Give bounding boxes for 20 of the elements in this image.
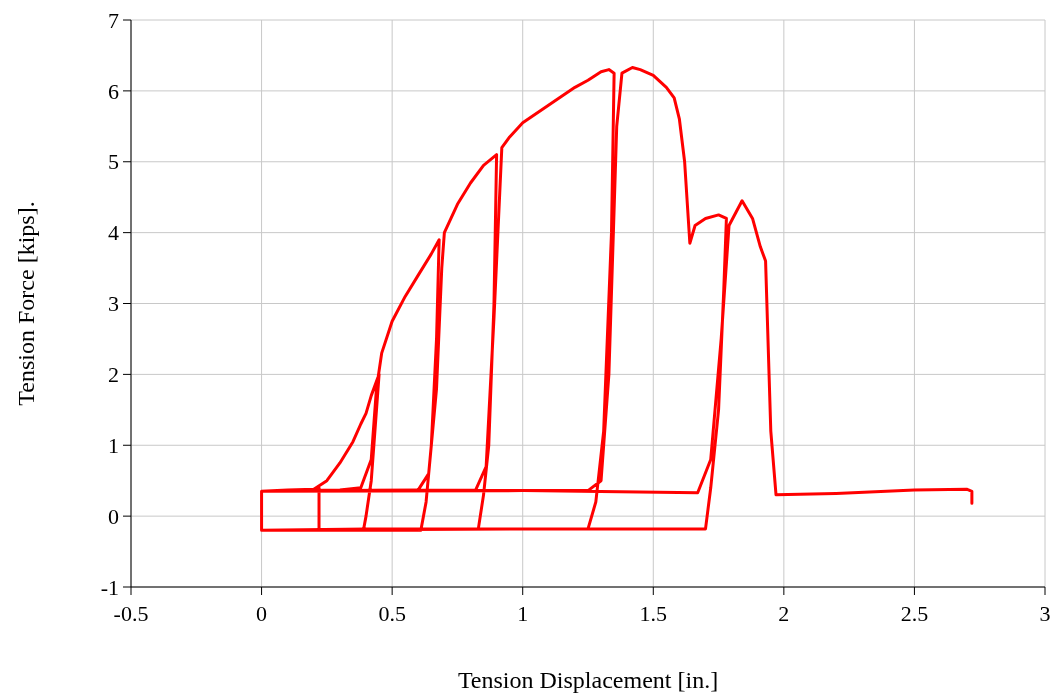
y-tick-label: 0 <box>108 503 119 529</box>
line-series <box>260 65 974 532</box>
x-tick-label: 2 <box>778 601 790 626</box>
x-tick-label: 1.5 <box>639 601 668 626</box>
x-tick-label: 0 <box>256 601 268 626</box>
y-tick-label: 7 <box>108 7 119 33</box>
y-axis-title: Tension Force [kips]. <box>13 201 39 406</box>
x-tick-label: -0.5 <box>113 601 149 626</box>
y-tick-label: 4 <box>108 220 119 246</box>
x-axis-title: Tension Displacement [in.] <box>457 667 719 693</box>
y-tick-label: 3 <box>108 291 119 317</box>
x-tick-label: 2.5 <box>900 601 929 626</box>
y-tick-label: 2 <box>108 362 119 388</box>
x-tick-label: 3 <box>1039 601 1051 626</box>
x-tick-label: 0.5 <box>378 601 406 626</box>
y-tick-label: 5 <box>108 149 119 175</box>
y-tick-label: 1 <box>108 432 119 458</box>
y-tick-label: -1 <box>100 574 119 600</box>
x-tick-label: 1 <box>517 601 529 626</box>
y-tick-label: 6 <box>108 78 119 104</box>
